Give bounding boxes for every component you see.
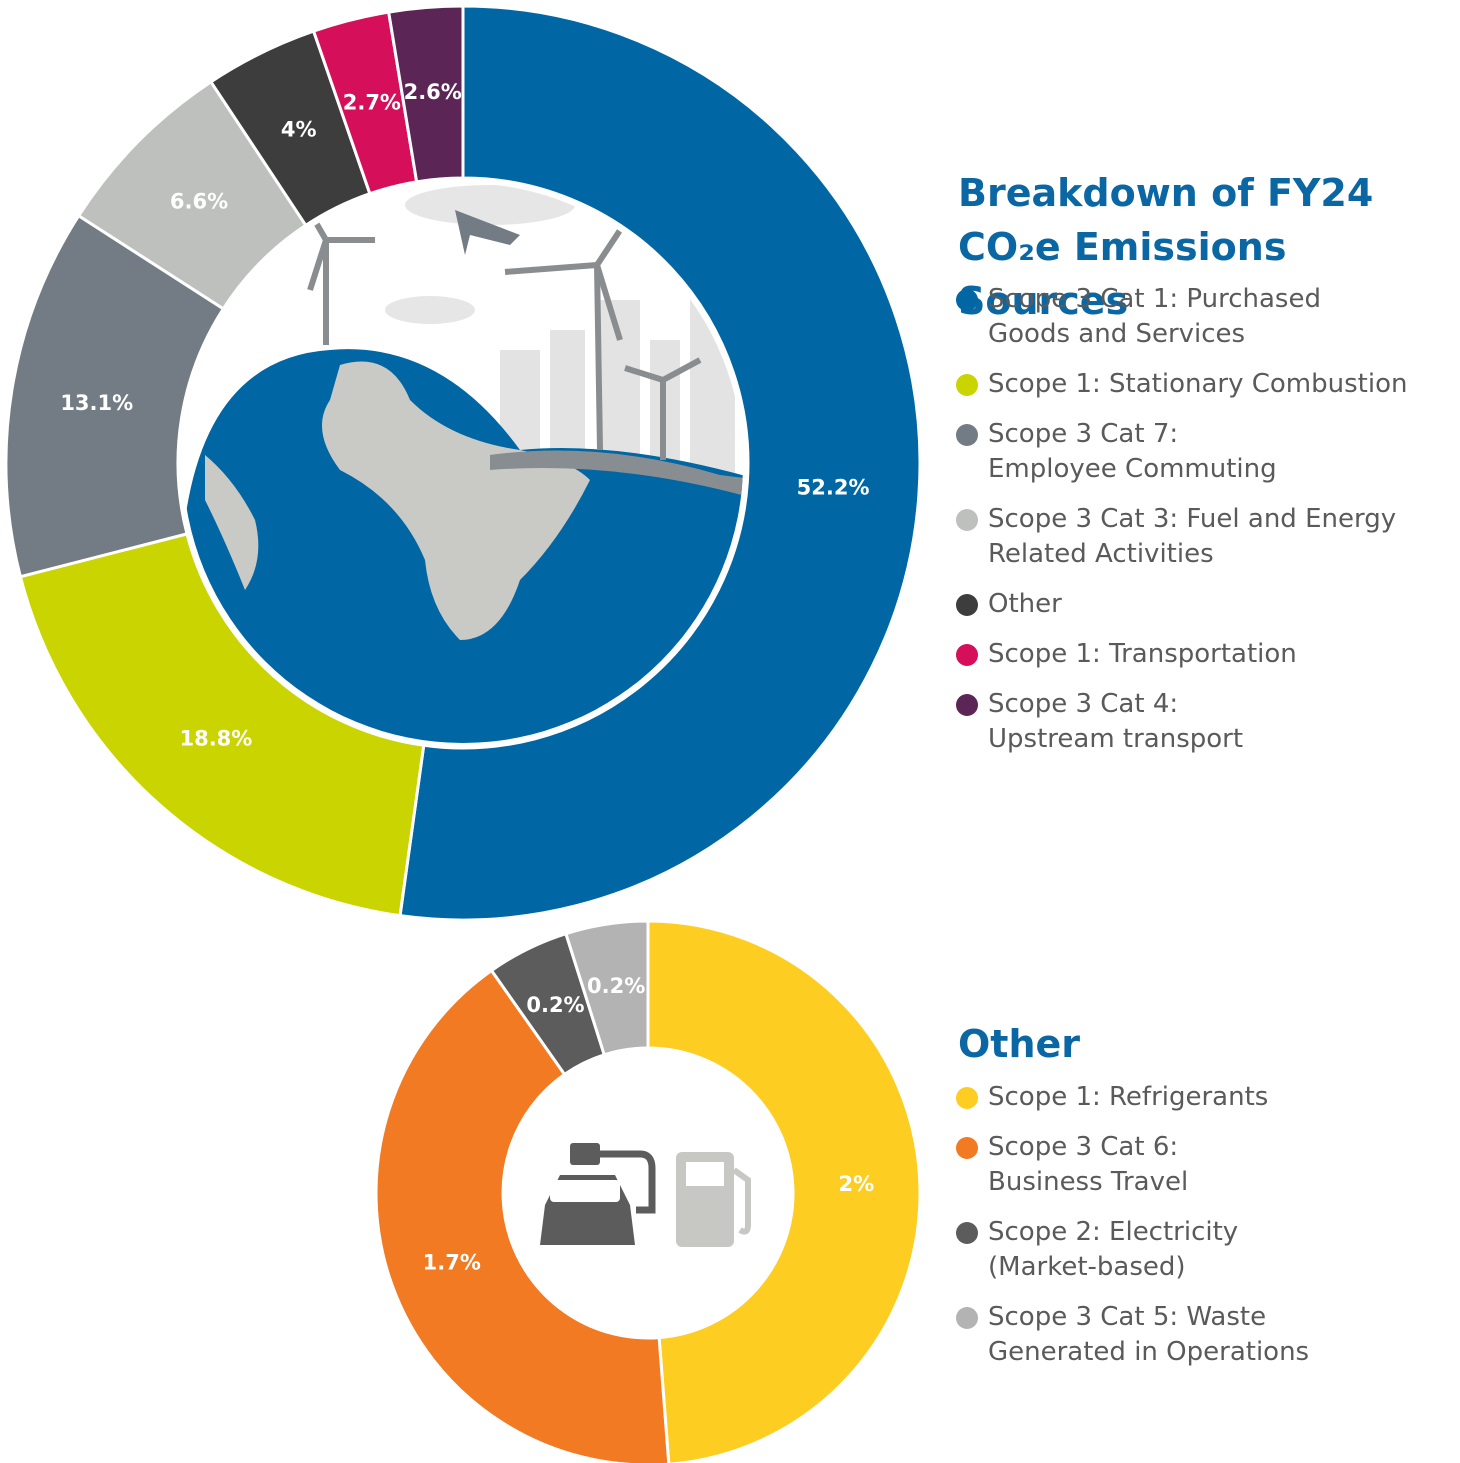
legend: Scope 3 Cat 1: Purchased Goods and Servi…	[956, 282, 1456, 772]
legend-swatch	[956, 424, 978, 446]
legend-label: Scope 1: Stationary Combustion	[988, 369, 1408, 399]
legend-swatch	[956, 694, 978, 716]
slice-label: 2.6%	[404, 80, 462, 104]
legend-label: Scope 1: Transportation	[988, 639, 1297, 669]
slice-label: 13.1%	[60, 391, 133, 415]
legend-item: Scope 1: Refrigerants	[956, 1080, 1456, 1115]
slice-label: 52.2%	[797, 476, 870, 500]
legend-label: Scope 3 Cat 5: Waste Generated in Operat…	[988, 1302, 1310, 1367]
legend-swatch	[956, 1307, 978, 1329]
legend-item: Scope 3 Cat 1: Purchased Goods and Servi…	[956, 282, 1456, 352]
legend-label: Other	[988, 589, 1062, 619]
legend-swatch	[956, 1137, 978, 1159]
slice-label: 0.2%	[587, 974, 645, 998]
globe-illustration	[183, 185, 743, 743]
legend-item: Scope 3 Cat 6: Business Travel	[956, 1130, 1456, 1200]
vehicle-illustration	[540, 1143, 751, 1247]
legend-title: Other	[958, 1022, 1081, 1066]
legend-swatch	[956, 1222, 978, 1244]
slice-label: 4%	[281, 117, 317, 141]
legend-item: Scope 3 Cat 3: Fuel and Energy Related A…	[956, 502, 1456, 572]
legend-label: Scope 1: Refrigerants	[988, 1082, 1269, 1112]
legend-swatch	[956, 289, 978, 311]
legend-item: Scope 1: Transportation	[956, 637, 1456, 672]
slice-label: 2.7%	[343, 90, 401, 114]
legend-item: Scope 2: Electricity (Market-based)	[956, 1215, 1456, 1285]
legend-item: Scope 3 Cat 5: Waste Generated in Operat…	[956, 1300, 1456, 1370]
legend-item: Other	[956, 587, 1456, 622]
legend-label: Scope 3 Cat 4: Upstream transport	[988, 689, 1244, 754]
slice-label: 1.7%	[423, 1250, 481, 1274]
slice-label: 2%	[839, 1172, 875, 1196]
legend-swatch	[956, 509, 978, 531]
legend-label: Scope 3 Cat 3: Fuel and Energy Related A…	[988, 504, 1397, 569]
slice-label: 6.6%	[170, 189, 228, 213]
legend-swatch	[956, 594, 978, 616]
donut-hole	[503, 1048, 793, 1338]
legend-item: Scope 1: Stationary Combustion	[956, 367, 1456, 402]
slice-label: 18.8%	[179, 727, 252, 751]
legend: Scope 1: Refrigerants Scope 3 Cat 6: Busi…	[956, 1080, 1456, 1385]
legend-label: Scope 3 Cat 7: Employee Commuting	[988, 419, 1277, 484]
legend-swatch	[956, 1087, 978, 1109]
legend-swatch	[956, 644, 978, 666]
legend-item: Scope 3 Cat 4: Upstream transport	[956, 687, 1456, 757]
legend-label: Scope 3 Cat 1: Purchased Goods and Servi…	[988, 284, 1321, 349]
legend-swatch	[956, 374, 978, 396]
legend-label: Scope 3 Cat 6: Business Travel	[988, 1132, 1189, 1197]
legend-title: Breakdown of FY24 CO₂e Emissions Sources	[958, 171, 1374, 323]
legend-label: Scope 2: Electricity (Market-based)	[988, 1217, 1239, 1282]
legend-item: Scope 3 Cat 7: Employee Commuting	[956, 417, 1456, 487]
slice-label: 0.2%	[526, 993, 584, 1017]
